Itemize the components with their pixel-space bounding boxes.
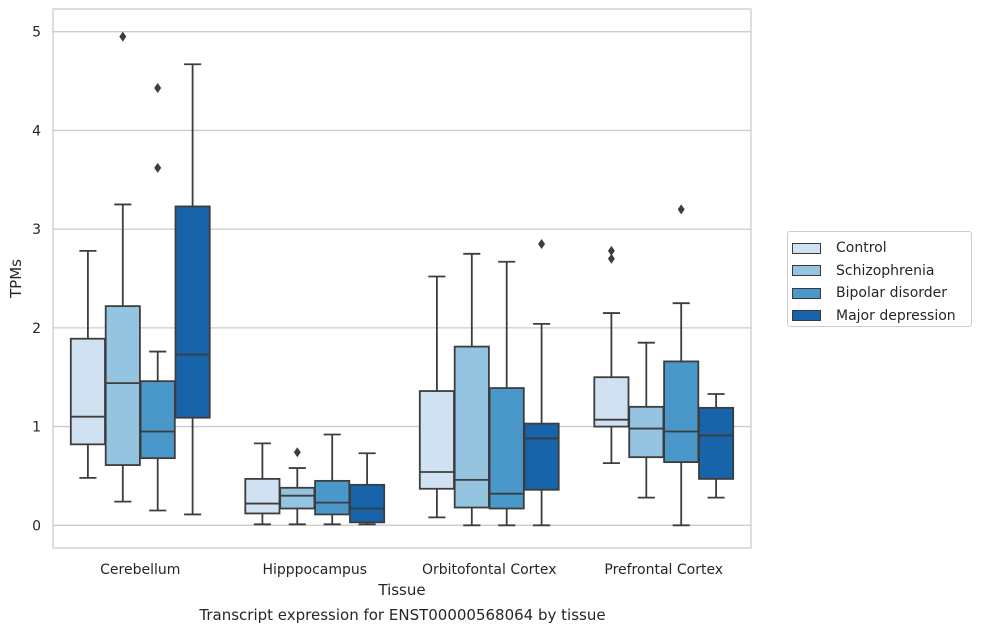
outlier-point bbox=[119, 31, 127, 42]
legend-swatch-bipolar-disorder bbox=[792, 287, 821, 299]
legend-swatch-schizophrenia bbox=[792, 265, 821, 277]
box-2-2 bbox=[488, 260, 525, 527]
box-0-3 bbox=[174, 63, 211, 516]
box-iqr bbox=[244, 477, 281, 515]
y-tick-label: 1 bbox=[32, 420, 41, 436]
box-3-3 bbox=[698, 393, 735, 499]
y-axis-label: TPMs bbox=[7, 259, 25, 299]
box-iqr bbox=[663, 360, 700, 464]
box-2-3 bbox=[523, 238, 560, 527]
legend-item-control: Control bbox=[792, 237, 971, 260]
x-tick-label: Orbitofontal Cortex bbox=[422, 562, 557, 578]
legend-label-bipolar-disorder: Bipolar disorder bbox=[836, 285, 948, 302]
box-3-1 bbox=[628, 341, 665, 499]
y-tick-label: 4 bbox=[32, 123, 41, 139]
x-tick-labels: Cerebellum Hipppocampus Orbitofontal Corte… bbox=[100, 562, 723, 578]
box-0-1 bbox=[104, 31, 141, 503]
legend-label-major-depression: Major depression bbox=[836, 307, 956, 324]
legend-swatch-major-depression bbox=[792, 310, 821, 322]
box-iqr bbox=[174, 205, 211, 419]
outlier-point bbox=[293, 447, 301, 458]
box-iqr bbox=[453, 345, 490, 509]
x-tick-label: Hipppocampus bbox=[262, 562, 367, 578]
y-tick-label: 2 bbox=[32, 321, 41, 337]
outlier-point bbox=[607, 245, 615, 256]
x-axis-label: Tissue bbox=[377, 581, 425, 599]
box-iqr bbox=[523, 422, 560, 491]
legend-label-control: Control bbox=[836, 240, 887, 257]
box-iqr bbox=[104, 305, 141, 466]
boxes-layer bbox=[69, 31, 735, 527]
legend-item-schizophrenia: Schizophrenia bbox=[792, 260, 971, 283]
legend-item-major-depression: Major depression bbox=[792, 305, 971, 328]
box-3-0 bbox=[593, 245, 630, 465]
outlier-point bbox=[677, 204, 685, 215]
box-3-2 bbox=[663, 204, 700, 527]
y-tick-labels: 0 1 2 3 4 5 bbox=[32, 25, 41, 535]
legend-label-schizophrenia: Schizophrenia bbox=[836, 262, 935, 279]
outlier-point bbox=[154, 82, 162, 93]
box-iqr bbox=[698, 406, 735, 480]
box-iqr bbox=[139, 380, 176, 460]
plot-frame bbox=[52, 8, 752, 549]
box-iqr bbox=[314, 479, 351, 516]
box-2-1 bbox=[453, 252, 490, 527]
box-1-3 bbox=[349, 452, 386, 526]
box-iqr bbox=[418, 390, 455, 490]
y-tick-label: 3 bbox=[32, 222, 41, 238]
box-1-1 bbox=[279, 447, 316, 526]
outlier-point bbox=[538, 238, 546, 249]
box-0-2 bbox=[139, 82, 176, 512]
box-1-2 bbox=[314, 433, 351, 526]
box-iqr bbox=[628, 405, 665, 459]
box-iqr bbox=[349, 483, 386, 524]
legend: Control Schizophrenia Bipolar disorder M… bbox=[787, 231, 972, 327]
box-1-0 bbox=[244, 442, 281, 526]
box-2-0 bbox=[418, 275, 455, 519]
x-tick-label: Prefrontal Cortex bbox=[604, 562, 723, 578]
y-tick-label: 5 bbox=[32, 25, 41, 41]
box-iqr bbox=[593, 376, 630, 428]
figure-caption: Transcript expression for ENST0000056806… bbox=[199, 606, 606, 624]
outlier-point bbox=[607, 253, 615, 264]
box-iqr bbox=[279, 486, 316, 510]
legend-item-bipolar-disorder: Bipolar disorder bbox=[792, 282, 971, 305]
y-tick-label: 0 bbox=[32, 518, 41, 534]
box-iqr bbox=[488, 387, 525, 510]
outlier-point bbox=[154, 162, 162, 173]
box-0-0 bbox=[69, 249, 106, 479]
box-iqr bbox=[69, 337, 106, 446]
legend-swatch-control bbox=[792, 242, 821, 254]
x-tick-label: Cerebellum bbox=[100, 562, 180, 578]
